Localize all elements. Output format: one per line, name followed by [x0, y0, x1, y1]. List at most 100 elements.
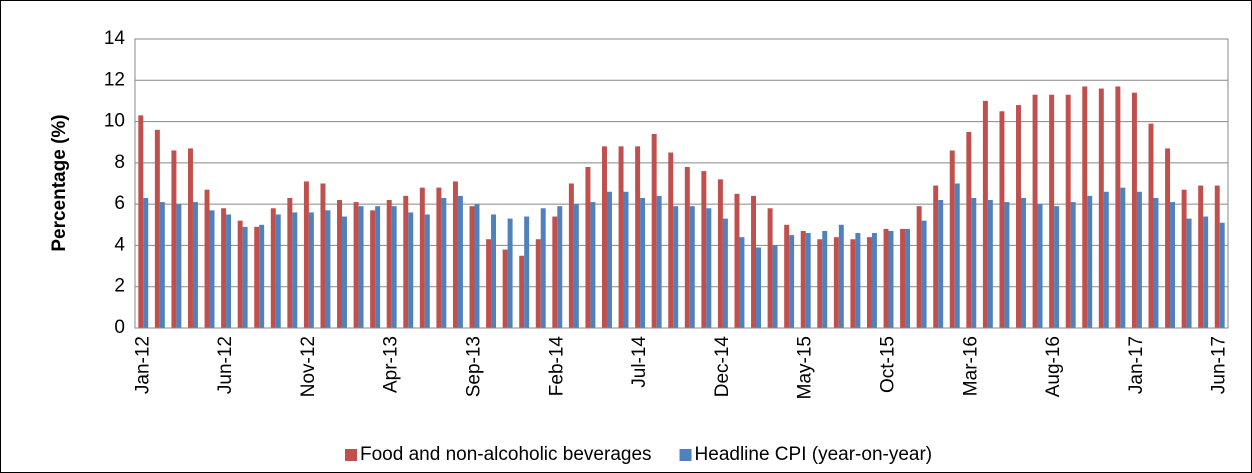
bar — [1054, 206, 1060, 328]
bar — [159, 202, 165, 328]
y-tick-label: 6 — [114, 193, 125, 214]
bar — [1103, 191, 1109, 328]
bar — [651, 133, 657, 328]
bar — [237, 220, 243, 328]
bar — [573, 204, 579, 328]
bar — [1165, 148, 1171, 328]
x-tick-label: Jan-12 — [132, 336, 153, 394]
bar — [668, 152, 674, 328]
bar — [1120, 187, 1126, 328]
bar — [540, 208, 546, 328]
bar — [623, 191, 629, 328]
bar — [656, 195, 662, 328]
bar — [391, 206, 397, 328]
bar — [1131, 92, 1137, 329]
bar — [1020, 197, 1026, 328]
bar — [1198, 185, 1204, 328]
bar — [999, 111, 1005, 328]
bar — [270, 208, 276, 328]
bar — [640, 197, 646, 328]
bar — [419, 187, 425, 328]
bar — [916, 206, 922, 328]
bar — [325, 210, 331, 328]
bar — [187, 148, 193, 328]
bar — [800, 230, 806, 328]
bar — [568, 183, 574, 328]
x-tick-label: Dec-14 — [712, 336, 733, 398]
bar — [370, 210, 376, 328]
bar — [474, 204, 480, 328]
bar — [817, 239, 823, 328]
bar — [822, 230, 828, 328]
y-tick-label: 4 — [114, 234, 125, 255]
bar — [254, 226, 260, 328]
bar — [507, 218, 513, 328]
bar — [1070, 202, 1076, 328]
bar — [1153, 197, 1159, 328]
bar — [386, 200, 392, 328]
bar — [1115, 86, 1121, 328]
x-tick-label: Jul-14 — [629, 336, 650, 388]
bar — [954, 183, 960, 328]
bar — [701, 171, 707, 328]
y-tick-label: 12 — [104, 69, 125, 90]
bar — [353, 202, 359, 328]
bar — [635, 146, 641, 328]
legend-label: Food and non-alcoholic beverages — [360, 444, 652, 465]
bar — [689, 206, 695, 328]
bar — [375, 206, 381, 328]
bar — [457, 195, 463, 328]
bar — [933, 185, 939, 328]
bar — [921, 220, 927, 328]
bar — [905, 228, 911, 328]
bar — [308, 212, 314, 328]
bar — [888, 230, 894, 328]
y-tick-label: 10 — [104, 111, 125, 132]
bar — [751, 195, 757, 328]
bar — [436, 187, 442, 328]
bar — [602, 146, 607, 328]
bar — [1032, 94, 1038, 328]
bar — [491, 214, 497, 328]
bar — [949, 150, 955, 328]
bar — [452, 181, 458, 328]
x-tick-label: May-15 — [795, 336, 816, 399]
bar — [469, 206, 475, 328]
bar — [971, 197, 977, 328]
bar — [292, 212, 298, 328]
legend-swatch — [679, 449, 692, 461]
bar — [358, 206, 364, 328]
bar — [1087, 195, 1093, 328]
bar — [226, 214, 232, 328]
bar — [204, 189, 210, 328]
bar — [275, 214, 281, 328]
x-tick-label: Aug-16 — [1043, 336, 1064, 397]
bar — [303, 181, 309, 328]
bar — [938, 200, 944, 328]
x-tick-label: Mar-16 — [960, 336, 981, 396]
bar — [1214, 185, 1220, 328]
bar — [519, 255, 525, 328]
bar — [684, 166, 690, 328]
bar — [557, 206, 563, 328]
bar — [342, 216, 347, 328]
bar — [784, 224, 790, 328]
y-tick-label: 8 — [114, 152, 125, 173]
bar — [606, 191, 612, 328]
bar — [706, 208, 712, 328]
bar — [138, 115, 144, 328]
bar — [789, 235, 795, 328]
bar — [772, 245, 778, 328]
bar — [209, 210, 215, 328]
bar — [1136, 191, 1142, 328]
bar — [855, 233, 861, 328]
bar — [850, 239, 856, 328]
bar — [618, 146, 624, 328]
y-axis-label: Percentage (%) — [49, 114, 70, 251]
bar — [982, 100, 988, 328]
bar — [805, 233, 811, 328]
bar — [883, 228, 889, 328]
bar — [866, 237, 872, 328]
bar — [1049, 94, 1055, 328]
bar — [900, 228, 906, 328]
